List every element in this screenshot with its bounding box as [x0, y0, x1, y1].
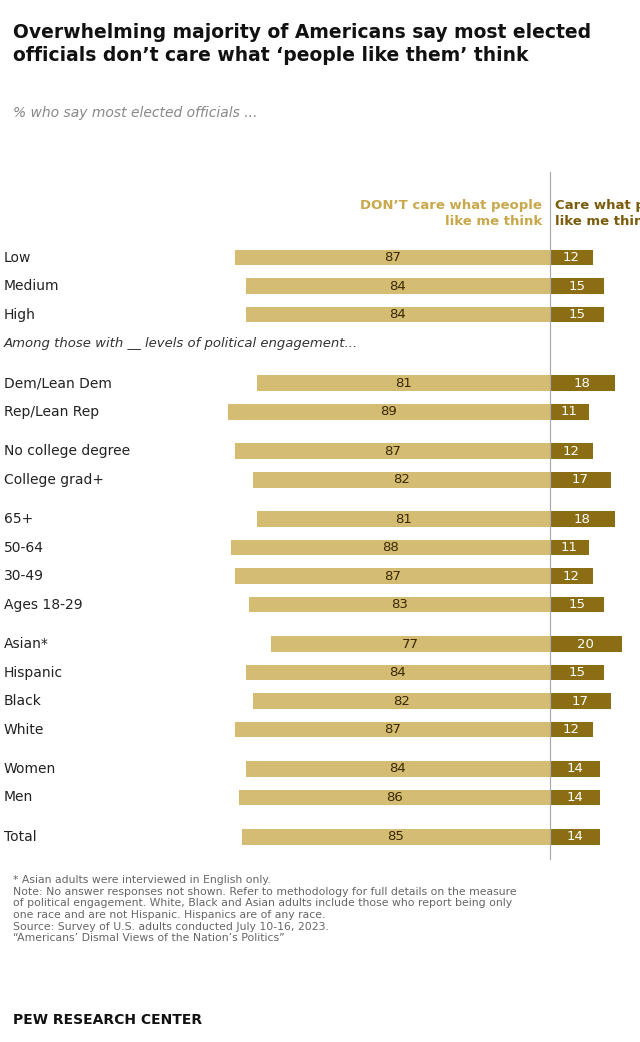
Text: 12: 12 — [563, 723, 580, 736]
Text: 81: 81 — [395, 377, 412, 390]
Bar — [550, 761, 600, 776]
Text: Among those with __ levels of political engagement...: Among those with __ levels of political … — [4, 338, 358, 350]
Bar — [253, 693, 550, 709]
Text: 12: 12 — [563, 251, 580, 264]
Text: 17: 17 — [572, 473, 589, 487]
Bar — [246, 665, 550, 680]
Bar — [550, 693, 611, 709]
Text: 77: 77 — [402, 638, 419, 650]
Text: 17: 17 — [572, 695, 589, 708]
Text: Hispanic: Hispanic — [4, 666, 63, 679]
Bar — [271, 637, 550, 652]
Text: 12: 12 — [563, 445, 580, 457]
Bar — [257, 512, 550, 527]
Text: 15: 15 — [568, 308, 585, 321]
Bar — [232, 540, 550, 555]
Text: 87: 87 — [384, 723, 401, 736]
Text: 86: 86 — [386, 791, 403, 804]
Text: 11: 11 — [561, 405, 578, 418]
Text: 87: 87 — [384, 445, 401, 457]
Text: PEW RESEARCH CENTER: PEW RESEARCH CENTER — [13, 1013, 202, 1026]
Text: 84: 84 — [389, 279, 406, 293]
Bar — [246, 306, 550, 322]
Bar — [550, 637, 622, 652]
Text: 82: 82 — [393, 695, 410, 708]
Bar — [550, 512, 614, 527]
Text: 84: 84 — [389, 666, 406, 679]
Bar — [550, 568, 593, 584]
Text: Ages 18-29: Ages 18-29 — [4, 598, 83, 612]
Bar — [550, 665, 604, 680]
Text: 20: 20 — [577, 638, 594, 650]
Bar — [235, 250, 550, 266]
Text: 89: 89 — [380, 405, 397, 418]
Text: No college degree: No college degree — [4, 444, 130, 458]
Bar — [550, 443, 593, 460]
Text: Men: Men — [4, 791, 33, 804]
Text: Medium: Medium — [4, 279, 59, 293]
Text: 15: 15 — [568, 598, 585, 612]
Bar — [228, 404, 550, 420]
Bar — [246, 278, 550, 294]
Text: Dem/Lean Dem: Dem/Lean Dem — [4, 376, 111, 391]
Bar — [550, 790, 600, 805]
Text: 15: 15 — [568, 666, 585, 679]
Bar — [257, 375, 550, 391]
Text: College grad+: College grad+ — [4, 473, 104, 487]
Text: White: White — [4, 722, 44, 737]
Bar — [250, 597, 550, 613]
Bar — [550, 250, 593, 266]
Text: 84: 84 — [389, 308, 406, 321]
Text: % who say most elected officials ...: % who say most elected officials ... — [13, 106, 257, 120]
Text: Overwhelming majority of Americans say most elected
officials don’t care what ‘p: Overwhelming majority of Americans say m… — [13, 23, 591, 65]
Text: 81: 81 — [395, 513, 412, 525]
Bar — [550, 829, 600, 845]
Text: * Asian adults were interviewed in English only.
Note: No answer responses not s: * Asian adults were interviewed in Engli… — [13, 875, 516, 943]
Text: Total: Total — [4, 829, 36, 844]
Text: 14: 14 — [566, 791, 583, 804]
Text: 30-49: 30-49 — [4, 569, 44, 584]
Text: 12: 12 — [563, 570, 580, 582]
Bar — [550, 306, 604, 322]
Text: 14: 14 — [566, 830, 583, 843]
Bar — [550, 722, 593, 738]
Bar — [550, 472, 611, 488]
Text: 18: 18 — [573, 513, 591, 525]
Bar — [246, 761, 550, 776]
Text: 11: 11 — [561, 541, 578, 554]
Text: 84: 84 — [389, 763, 406, 775]
Bar — [550, 375, 614, 391]
Bar — [550, 597, 604, 613]
Bar — [239, 790, 550, 805]
Bar — [550, 278, 604, 294]
Text: High: High — [4, 307, 35, 322]
Text: 14: 14 — [566, 763, 583, 775]
Text: 87: 87 — [384, 570, 401, 582]
Text: DON’T care what people
like me think: DON’T care what people like me think — [360, 199, 542, 227]
Bar — [550, 540, 589, 555]
Text: 18: 18 — [573, 377, 591, 390]
Bar — [235, 568, 550, 584]
Text: Rep/Lean Rep: Rep/Lean Rep — [4, 405, 99, 419]
Text: 15: 15 — [568, 279, 585, 293]
Text: 83: 83 — [391, 598, 408, 612]
Text: 85: 85 — [387, 830, 404, 843]
Text: Women: Women — [4, 762, 56, 776]
Text: Asian*: Asian* — [4, 637, 49, 651]
Text: Care what people
like me think: Care what people like me think — [555, 199, 640, 227]
Text: 65+: 65+ — [4, 512, 33, 526]
Bar — [253, 472, 550, 488]
Text: Low: Low — [4, 250, 31, 265]
Text: 88: 88 — [382, 541, 399, 554]
Bar — [235, 722, 550, 738]
Text: 50-64: 50-64 — [4, 541, 44, 554]
Bar — [550, 404, 589, 420]
Text: 87: 87 — [384, 251, 401, 264]
Bar — [235, 443, 550, 460]
Bar — [243, 829, 550, 845]
Text: 82: 82 — [393, 473, 410, 487]
Text: Black: Black — [4, 694, 42, 709]
